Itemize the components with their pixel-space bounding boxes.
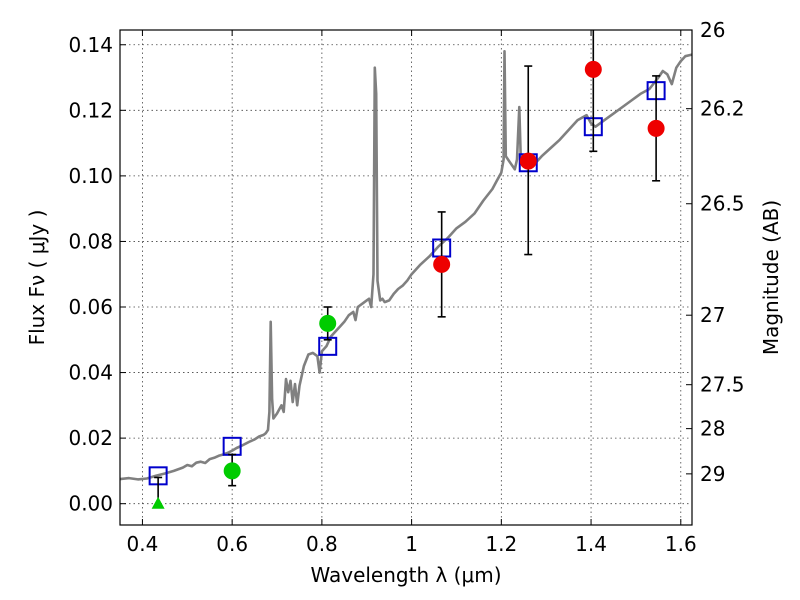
x-tick-label: 1 [405,532,418,556]
x-tick-label: 1.6 [665,532,697,556]
points-layer [148,30,666,509]
y2-tick-label: 27.5 [700,373,745,397]
x-tick-label: 1.2 [485,532,517,556]
y2-tick-label: 29 [700,462,725,486]
x-axis-label: Wavelength λ (μm) [310,563,501,587]
y2-tick-label: 26 [700,18,725,42]
y2-axis-label: Magnitude (AB) [759,200,783,355]
spectrum-line [120,50,692,481]
upper-limit-triangle [151,496,165,509]
observed-point [319,314,337,332]
y2-tick-label: 26.2 [700,97,745,121]
y2-tick-label: 27 [700,303,725,327]
spectrum-layer [120,50,692,481]
ticks-layer: 0.4 0.6 0.8 1 1.2 1.4 1.6 0.00 0.02 0.04 0.06 0.08 0… [68,18,744,556]
y2-tick-label: 28 [700,417,725,441]
y-tick-label: 0.08 [68,229,113,253]
x-tick-label: 0.4 [127,532,159,556]
grid-layer [120,30,692,525]
observed-point [519,152,537,170]
y-tick-label: 0.10 [68,164,113,188]
y-tick-label: 0.02 [68,426,113,450]
y2-tick-label: 26.5 [700,192,745,216]
y-axis-label: Flux Fν ( μJy ) [25,210,49,346]
y-tick-label: 0.00 [68,492,113,516]
plot-frame [119,29,693,526]
observed-point [223,462,241,480]
y-tick-label: 0.14 [68,33,113,57]
y-tick-label: 0.04 [68,361,113,385]
observed-point [647,119,665,137]
x-tick-label: 1.4 [575,532,607,556]
observed-point [584,60,602,78]
x-tick-label: 0.8 [306,532,338,556]
y-tick-label: 0.12 [68,98,113,122]
observed-point [433,255,451,273]
y-tick-label: 0.06 [68,295,113,319]
x-tick-label: 0.6 [216,532,248,556]
